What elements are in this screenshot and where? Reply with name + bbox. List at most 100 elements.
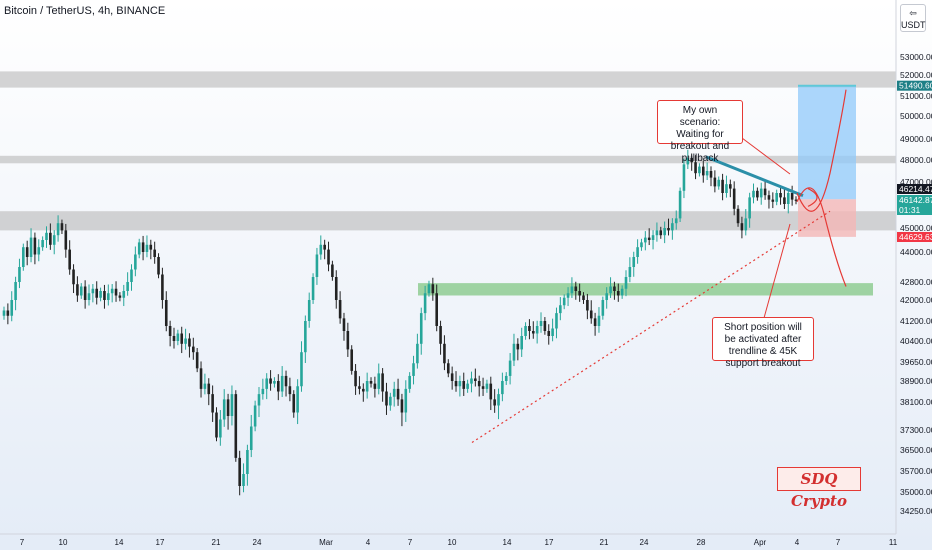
- candle-body: [242, 474, 245, 486]
- candle-body: [736, 208, 740, 224]
- candle-body: [647, 237, 651, 240]
- candle-body: [551, 328, 554, 336]
- candle-body: [346, 331, 350, 350]
- x-tick-label: 14: [115, 538, 124, 547]
- chart-title: Bitcoin / TetherUS, 4h, BINANCE: [4, 5, 166, 17]
- candle-body: [698, 166, 701, 174]
- candle-body: [164, 300, 168, 326]
- candle-body: [539, 321, 543, 326]
- candle-body: [686, 157, 690, 165]
- short-position-note: Short position will be activated after t…: [712, 317, 814, 369]
- candle-body: [589, 310, 593, 319]
- candle-body: [752, 190, 755, 198]
- candle-body: [6, 310, 10, 316]
- candle-body: [555, 313, 558, 329]
- candle-body: [655, 230, 659, 236]
- candle-body: [296, 386, 299, 413]
- candle-body: [674, 218, 678, 224]
- candle-body: [779, 193, 782, 198]
- candle-body: [593, 318, 597, 326]
- y-tick-label: 35700.00: [900, 466, 932, 476]
- currency-selector[interactable]: ⇦ USDT: [900, 4, 926, 32]
- candle-body: [717, 179, 721, 187]
- candle-body: [392, 388, 396, 397]
- candle-body: [180, 333, 184, 344]
- price-tag-label: 51490.60: [899, 81, 932, 91]
- candle-body: [292, 394, 296, 413]
- price-tag-label: 01:31: [899, 205, 921, 215]
- candle-body: [219, 419, 222, 438]
- candle-body: [350, 349, 354, 371]
- candle-body: [103, 291, 106, 300]
- candle-body: [45, 232, 48, 240]
- candle-body: [729, 184, 732, 189]
- candle-body: [377, 373, 381, 389]
- candle-body: [408, 375, 411, 389]
- candle-body: [439, 326, 442, 344]
- candle-body: [76, 284, 79, 296]
- x-tick-label: 10: [59, 538, 68, 547]
- y-tick-label: 42800.00: [900, 277, 932, 287]
- candle-body: [767, 195, 771, 200]
- candle-body: [188, 338, 191, 347]
- candle-body: [620, 288, 624, 296]
- x-tick-label: 21: [212, 538, 221, 547]
- x-tick-label: 17: [545, 538, 554, 547]
- candle-body: [137, 242, 141, 255]
- y-tick-label: 42000.00: [900, 295, 932, 305]
- candle-body: [470, 378, 473, 384]
- x-tick-label: 10: [448, 538, 457, 547]
- candle-body: [315, 254, 319, 277]
- candle-body: [118, 295, 122, 298]
- candle-body: [273, 381, 276, 384]
- candle-body: [578, 291, 581, 296]
- y-tick-label: 48000.00: [900, 155, 932, 165]
- y-tick-label: 41200.00: [900, 316, 932, 326]
- candle-body: [176, 333, 180, 341]
- candle-body: [14, 282, 17, 300]
- y-tick-label: 38100.00: [900, 397, 932, 407]
- candle-body: [427, 284, 431, 294]
- candle-body: [265, 378, 269, 389]
- candle-body: [230, 394, 234, 416]
- x-tick-label: Apr: [754, 538, 767, 547]
- x-tick-label: 24: [253, 538, 262, 547]
- candle-body: [609, 286, 612, 294]
- candle-body: [269, 378, 272, 384]
- stop-zone: [798, 199, 856, 237]
- candle-body: [257, 394, 261, 406]
- x-tick-label: 7: [836, 538, 841, 547]
- candle-body: [682, 164, 686, 191]
- candle-body: [678, 190, 682, 219]
- candle-body: [288, 386, 292, 395]
- candle-body: [783, 197, 786, 204]
- rising-trendline: [471, 210, 831, 444]
- candle-body: [277, 381, 280, 392]
- candle-body: [238, 457, 241, 486]
- candle-body: [307, 300, 311, 321]
- price-tag-label: 44629.63: [899, 232, 932, 242]
- candle-body: [659, 230, 663, 236]
- candle-body: [454, 381, 458, 387]
- bullish-scenario-path: [796, 89, 847, 212]
- candle-body: [497, 394, 500, 406]
- candle-body: [671, 223, 674, 231]
- candle-body: [667, 228, 670, 231]
- candle-body: [149, 244, 153, 250]
- candle-body: [161, 274, 164, 300]
- candle-body: [79, 286, 83, 296]
- candle-body: [323, 244, 326, 250]
- candle-body: [520, 336, 523, 350]
- x-tick-label: 11: [889, 538, 898, 547]
- candle-body: [33, 237, 37, 255]
- y-tick-label: 50000.00: [900, 111, 932, 121]
- candle-body: [759, 188, 763, 198]
- candle-body: [41, 240, 44, 248]
- candle-body: [389, 396, 392, 406]
- candle-body: [342, 318, 346, 331]
- candle-body: [613, 286, 616, 291]
- candle-body: [126, 282, 129, 291]
- candle-body: [358, 386, 361, 389]
- candle-body: [385, 391, 388, 406]
